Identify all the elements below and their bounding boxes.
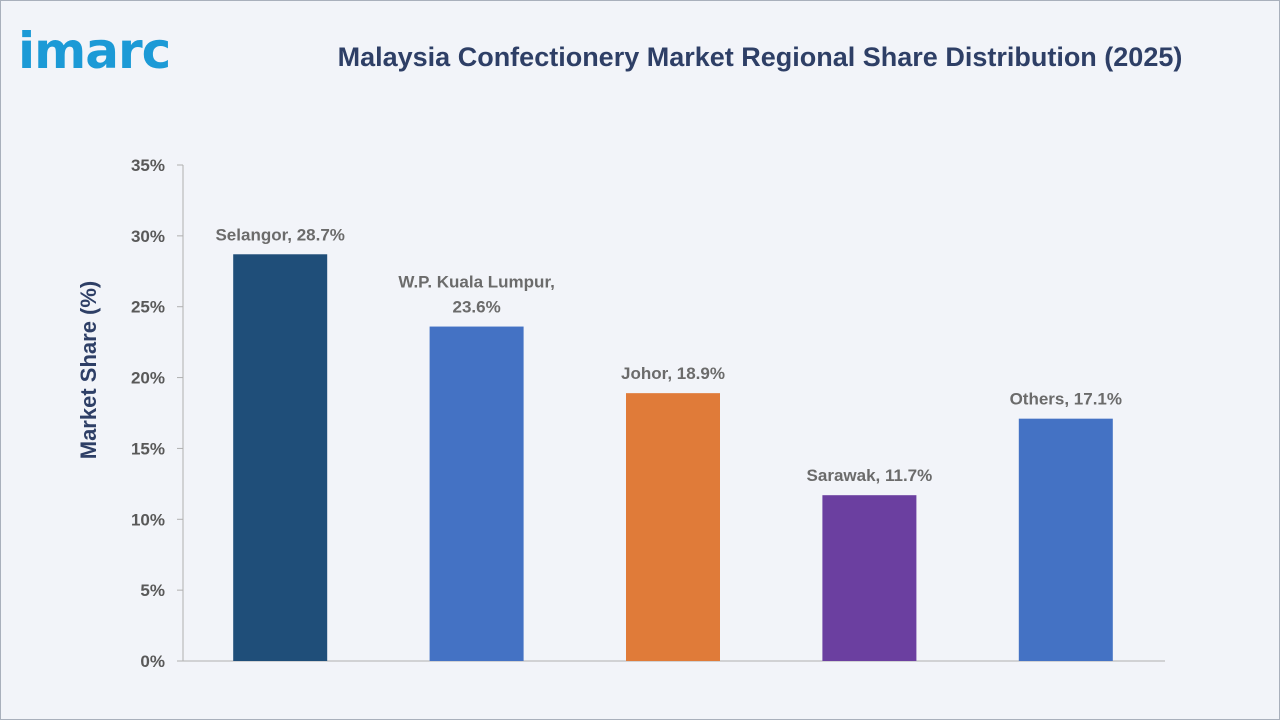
y-tick-label: 15%	[131, 439, 165, 458]
bar-selangor	[233, 254, 328, 661]
y-tick-label: 30%	[131, 227, 165, 246]
data-label: 23.6%	[452, 298, 500, 317]
bar-others	[1018, 418, 1113, 661]
bar-w-p-kuala-lumpur	[429, 326, 524, 661]
y-tick-label: 35%	[131, 156, 165, 175]
axes: 0% 5% 10% 15% 20% 25% 30% 35%	[131, 156, 1165, 671]
bars	[233, 254, 1113, 661]
data-label: Selangor, 28.7%	[215, 225, 344, 244]
y-tick-label: 10%	[131, 510, 165, 529]
y-tick-label: 0%	[140, 652, 165, 671]
imarc-logo: imarc	[18, 22, 171, 80]
bar-sarawak	[822, 495, 917, 661]
data-label: W.P. Kuala Lumpur,	[398, 273, 555, 292]
y-tick-label: 5%	[140, 581, 165, 600]
bar-johor	[626, 393, 720, 661]
data-label: Others, 17.1%	[1010, 390, 1122, 409]
y-tick-label: 20%	[131, 369, 165, 388]
data-label: Johor, 18.9%	[621, 364, 725, 383]
y-axis-label: Market Share (%)	[76, 281, 101, 460]
data-labels: Selangor, 28.7% W.P. Kuala Lumpur, 23.6% Jo…	[215, 225, 1122, 485]
data-label: Sarawak, 11.7%	[807, 466, 933, 485]
y-tick-label: 25%	[131, 298, 165, 317]
chart-title: Malaysia Confectionery Market Regional S…	[337, 42, 1183, 72]
